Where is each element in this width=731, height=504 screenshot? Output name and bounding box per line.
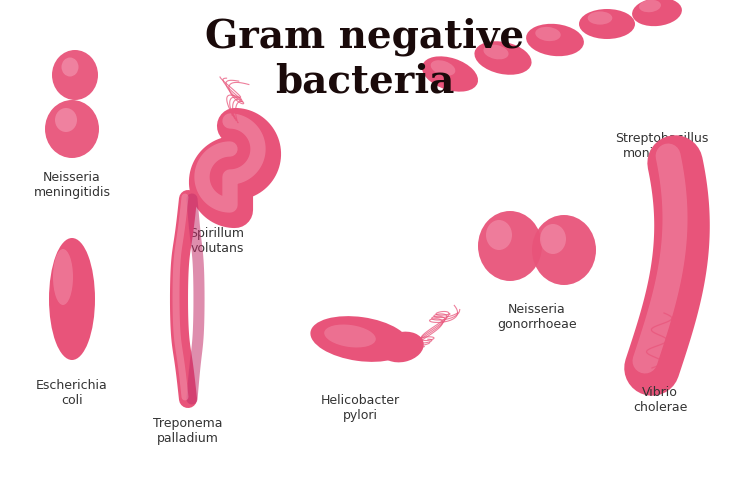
Text: Vibrio
cholerae: Vibrio cholerae: [633, 386, 687, 414]
Ellipse shape: [483, 45, 509, 59]
Text: Gram negative
bacteria: Gram negative bacteria: [205, 18, 525, 100]
Ellipse shape: [579, 9, 635, 39]
Ellipse shape: [311, 316, 409, 362]
Ellipse shape: [474, 41, 531, 75]
Ellipse shape: [588, 12, 613, 25]
Ellipse shape: [380, 332, 424, 362]
Text: Neisseria
gonorrhoeae: Neisseria gonorrhoeae: [497, 303, 577, 331]
Ellipse shape: [431, 60, 455, 76]
Ellipse shape: [478, 211, 542, 281]
Text: Streptobacillus
moniliformis: Streptobacillus moniliformis: [616, 132, 708, 160]
Text: Neisseria
meningitidis: Neisseria meningitidis: [34, 171, 110, 199]
Ellipse shape: [540, 224, 566, 254]
Ellipse shape: [535, 27, 561, 41]
Ellipse shape: [532, 215, 596, 285]
Ellipse shape: [61, 57, 78, 77]
Ellipse shape: [52, 50, 98, 100]
Text: Escherichia
coli: Escherichia coli: [36, 379, 108, 407]
Text: Spirillum
volutans: Spirillum volutans: [189, 227, 244, 255]
Ellipse shape: [639, 0, 661, 12]
Ellipse shape: [45, 100, 99, 158]
Ellipse shape: [422, 56, 478, 92]
Ellipse shape: [526, 24, 584, 56]
Text: Treponema
palladium: Treponema palladium: [154, 417, 223, 445]
Ellipse shape: [49, 238, 95, 360]
Ellipse shape: [53, 249, 73, 305]
Ellipse shape: [486, 220, 512, 250]
Ellipse shape: [325, 325, 376, 347]
Text: Helicobacter
pylori: Helicobacter pylori: [320, 394, 400, 422]
Ellipse shape: [632, 0, 682, 26]
Ellipse shape: [55, 108, 77, 132]
